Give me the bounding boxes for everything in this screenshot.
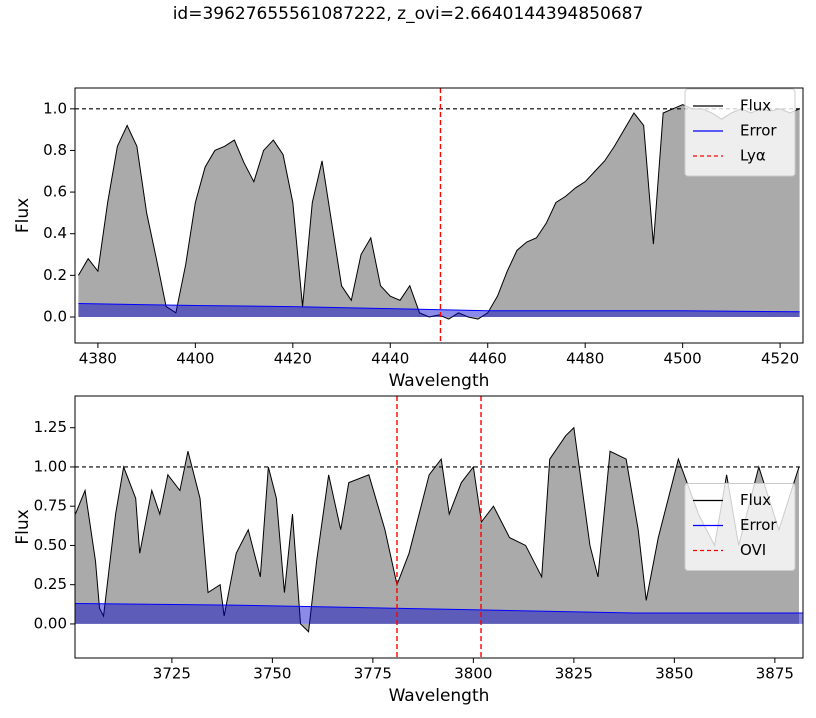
x-tick-label: 3825 — [555, 665, 593, 683]
x-tick-label: 3875 — [756, 665, 794, 683]
axes-frame — [74, 395, 804, 659]
legend-label: Error — [740, 122, 777, 140]
legend-label: OVI — [740, 541, 766, 559]
x-tick-label: 4500 — [664, 350, 702, 368]
y-tick-label: 0.2 — [43, 266, 67, 284]
y-tick-label: 1.25 — [34, 418, 67, 436]
x-tick-label: 3850 — [655, 665, 693, 683]
y-tick-label: 0.25 — [34, 575, 67, 593]
x-tick-label: 4460 — [469, 350, 507, 368]
x-tick-label: 4420 — [274, 350, 312, 368]
y-tick-label: 0.0 — [43, 307, 67, 325]
legend-box — [684, 483, 796, 571]
series-fill — [78, 104, 800, 320]
x-axis-label: Wavelength — [389, 371, 490, 391]
series-line — [75, 603, 803, 614]
y-tick-label: 1.0 — [43, 99, 67, 117]
x-tick-label: 4380 — [79, 350, 117, 368]
x-tick-label: 4520 — [761, 350, 799, 368]
legend-label: Error — [740, 516, 777, 534]
x-tick-label: 3775 — [354, 665, 392, 683]
axes-frame — [74, 87, 804, 344]
y-tick-label: 0.75 — [34, 497, 67, 515]
y-tick-label: 0.6 — [43, 183, 67, 201]
y-tick-label: 0.00 — [34, 614, 67, 632]
legend-label: Flux — [740, 491, 771, 509]
plot-area — [75, 396, 803, 658]
series-line — [75, 426, 800, 633]
y-tick-label: 0.50 — [34, 536, 67, 554]
y-axis-label: Flux — [13, 198, 33, 233]
series-fill — [78, 303, 800, 317]
x-tick-label: 4400 — [176, 350, 214, 368]
x-tick-label: 3725 — [153, 665, 191, 683]
series-line — [77, 104, 800, 320]
x-tick-label: 3750 — [253, 665, 291, 683]
y-axis-label: Flux — [13, 509, 33, 544]
series-fill — [75, 427, 799, 632]
series-fill — [75, 603, 803, 624]
plot-area — [75, 88, 803, 343]
y-tick-label: 0.4 — [43, 224, 67, 242]
figure-title: id=39627655561087222, z_ovi=2.6640144394… — [173, 4, 644, 24]
y-tick-label: 0.8 — [43, 141, 67, 159]
legend-label: Flux — [740, 97, 771, 115]
y-tick-label: 1.00 — [34, 457, 67, 475]
series-line — [78, 302, 800, 313]
legend-box — [684, 88, 796, 177]
x-axis-label: Wavelength — [389, 686, 490, 706]
x-tick-label: 3800 — [454, 665, 492, 683]
x-tick-label: 4480 — [566, 350, 604, 368]
x-tick-label: 4440 — [371, 350, 409, 368]
legend-label: Lyα — [740, 147, 766, 165]
